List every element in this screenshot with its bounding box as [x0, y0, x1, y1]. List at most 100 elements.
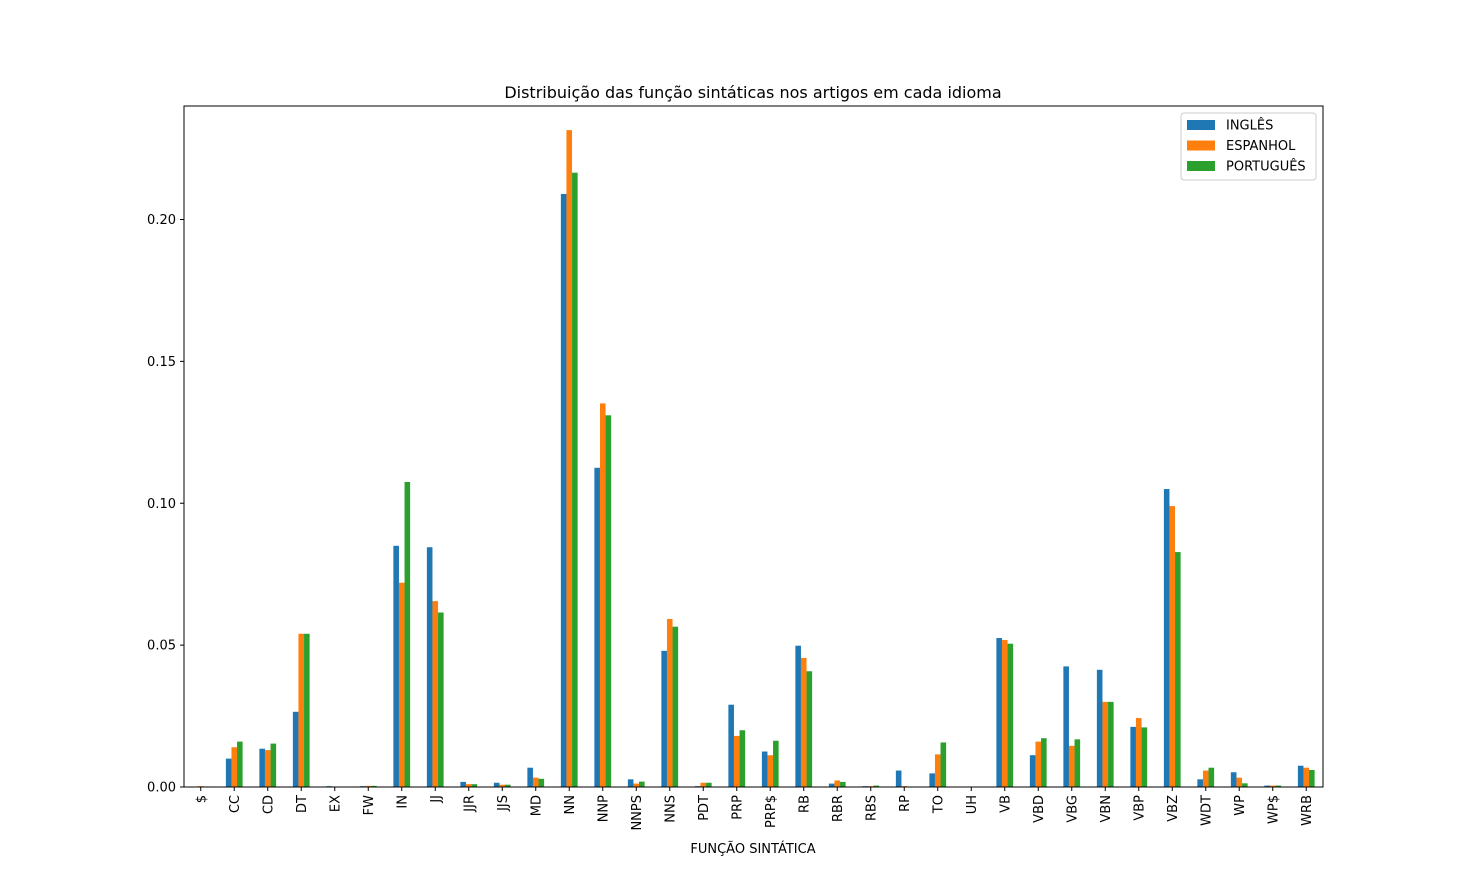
bar-WDT-INGLÊS: [1197, 779, 1203, 787]
bar-RP-INGLÊS: [895, 770, 902, 787]
bar-VBN-ESPANHOL: [1102, 701, 1109, 787]
bar-NN-ESPANHOL: [566, 130, 573, 787]
bar-MD-PORTUGUÊS: [538, 778, 545, 787]
bar-RBR-INGLÊS: [828, 783, 835, 787]
bar-WP$-INGLÊS: [1264, 785, 1270, 787]
bar-VBZ-PORTUGUÊS: [1175, 552, 1181, 787]
bar-TO-INGLÊS: [929, 773, 935, 787]
bar-CD-PORTUGUÊS: [270, 743, 277, 787]
bar-WP$-PORTUGUÊS: [1275, 785, 1282, 787]
y-axis: 0.00 0.05 0.10 0.15 0.20: [147, 213, 184, 796]
bar-IN-INGLÊS: [393, 545, 399, 787]
chart-title: Distribuição das função sintáticas nos a…: [504, 83, 1001, 102]
legend-label-INGLÊS: INGLÊS: [1226, 118, 1273, 134]
x-tick-label: JJS: [496, 795, 511, 812]
bar-WRB-INGLÊS: [1297, 765, 1304, 787]
x-tick-label: MD: [529, 795, 544, 816]
bar-PDT-ESPANHOL: [700, 782, 707, 787]
bar-VBP-PORTUGUÊS: [1141, 727, 1148, 787]
bar-VBZ-INGLÊS: [1163, 489, 1170, 787]
x-tick-label: RP: [898, 795, 913, 812]
x-tick-label: NNS: [663, 795, 678, 823]
bar-VBP-INGLÊS: [1130, 726, 1136, 787]
bar-IN-ESPANHOL: [398, 582, 405, 787]
bar-VBG-PORTUGUÊS: [1074, 739, 1081, 787]
x-tick-label: NNPS: [630, 795, 645, 831]
bar-RB-INGLÊS: [795, 645, 801, 787]
bar-NNS-ESPANHOL: [666, 619, 673, 787]
bar-TO-PORTUGUÊS: [940, 742, 947, 787]
x-tick-label: VBP: [1132, 795, 1147, 821]
y-tick-label: 0.20: [147, 213, 176, 228]
x-tick-label: RBR: [831, 795, 846, 822]
x-tick-label: VBG: [1065, 795, 1080, 823]
x-tick-label: NNP: [596, 795, 611, 822]
bar-DT-ESPANHOL: [298, 633, 305, 787]
bars-group: [197, 130, 1315, 787]
bar-WP-INGLÊS: [1230, 772, 1237, 787]
x-tick-label: TO: [931, 795, 946, 814]
bar-RB-PORTUGUÊS: [806, 671, 813, 787]
x-tick-label: VBN: [1099, 795, 1114, 823]
bar-JJR-PORTUGUÊS: [471, 784, 478, 787]
bar-PDT-PORTUGUÊS: [706, 782, 712, 787]
bar-VBN-INGLÊS: [1096, 669, 1103, 787]
x-tick-label: RB: [797, 795, 812, 813]
legend: INGLÊS ESPANHOL PORTUGUÊS: [1180, 112, 1317, 181]
x-axis-label: FUNÇÃO SINTÁTICA: [690, 841, 815, 857]
legend-label-PORTUGUÊS: PORTUGUÊS: [1226, 159, 1306, 175]
bar-NNPS-PORTUGUÊS: [639, 781, 645, 787]
bar-VBD-ESPANHOL: [1035, 741, 1042, 787]
x-tick-label: VBZ: [1166, 795, 1181, 822]
bar-FW-ESPANHOL: [365, 785, 372, 787]
x-tick-label: NN: [563, 795, 578, 814]
x-tick-label: WP: [1233, 795, 1248, 816]
bar-PRP$-PORTUGUÊS: [773, 740, 779, 787]
bar-VB-ESPANHOL: [1001, 640, 1008, 787]
bar-PRP-PORTUGUÊS: [739, 730, 746, 787]
bar-NN-INGLÊS: [560, 193, 567, 787]
bar-NNP-INGLÊS: [594, 467, 600, 787]
bar-WRB-PORTUGUÊS: [1309, 769, 1315, 787]
bar-CC-INGLÊS: [225, 758, 232, 787]
bar-DT-INGLÊS: [292, 711, 299, 787]
bar-NN-PORTUGUÊS: [572, 172, 578, 787]
bar-JJS-ESPANHOL: [499, 784, 506, 787]
x-tick-label: JJR: [462, 795, 477, 813]
bar-VB-INGLÊS: [996, 638, 1002, 787]
bar-CC-PORTUGUÊS: [237, 741, 243, 787]
bar-JJS-INGLÊS: [493, 782, 500, 787]
bar-NNPS-ESPANHOL: [633, 783, 640, 787]
legend-swatch-INGLÊS: [1187, 120, 1215, 130]
bar-JJS-PORTUGUÊS: [505, 784, 511, 787]
x-tick-label: DT: [295, 795, 310, 813]
x-tick-label: $: [194, 795, 209, 803]
bar-JJ-PORTUGUÊS: [438, 612, 444, 787]
bar-PRP-ESPANHOL: [733, 735, 740, 787]
bar-RBS-PORTUGUÊS: [873, 785, 880, 787]
bar-VBD-INGLÊS: [1029, 755, 1036, 787]
bar-CD-ESPANHOL: [264, 750, 271, 787]
bar-RBR-PORTUGUÊS: [840, 781, 846, 787]
legend-swatch-ESPANHOL: [1187, 140, 1215, 151]
bar-CC-ESPANHOL: [231, 747, 238, 787]
bar-WP-PORTUGUÊS: [1242, 783, 1248, 787]
x-tick-label: RBS: [864, 795, 879, 821]
bar-NNS-INGLÊS: [661, 650, 667, 787]
x-axis: $ CC CD DT EX FW IN JJ JJR JJS MD NN NNP NNPS NNS PDT PR…: [194, 787, 1315, 831]
x-tick-label: FW: [362, 795, 377, 815]
x-tick-label: IN: [395, 795, 410, 809]
x-tick-label: WRB: [1300, 795, 1315, 826]
bar-WDT-PORTUGUÊS: [1208, 767, 1215, 787]
x-tick-label: PRP$: [764, 795, 779, 828]
bar-NNS-PORTUGUÊS: [672, 626, 679, 787]
bar-JJR-INGLÊS: [460, 781, 466, 787]
y-tick-label: 0.10: [147, 497, 176, 512]
bar-JJR-ESPANHOL: [465, 784, 472, 787]
y-tick-label: 0.05: [147, 639, 176, 654]
x-tick-label: EX: [328, 795, 343, 812]
y-tick-label: 0.00: [147, 781, 176, 796]
bar-VBD-PORTUGUÊS: [1041, 738, 1047, 787]
bar-PRP$-ESPANHOL: [767, 755, 774, 787]
